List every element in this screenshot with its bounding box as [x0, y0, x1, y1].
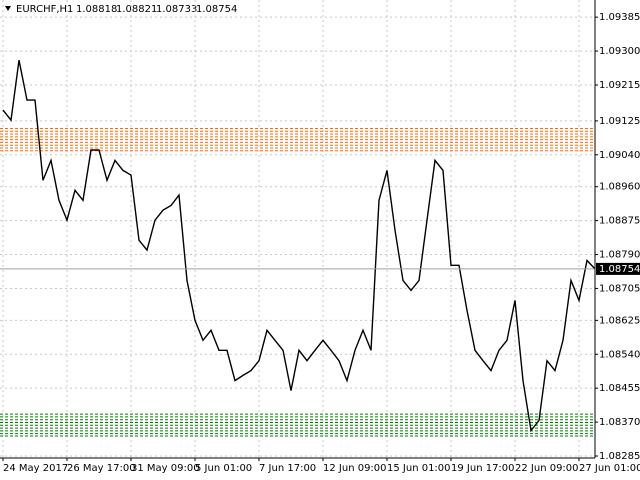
- x-tick-label: 26 May 17:00: [67, 463, 136, 474]
- y-tick-label: 1.08875: [599, 216, 640, 227]
- x-tick-label: 22 Jun 09:00: [515, 463, 579, 474]
- close: 1.08754: [196, 4, 237, 15]
- x-tick-label: 7 Jun 17:00: [259, 463, 316, 474]
- low: 1.08733: [156, 4, 197, 15]
- x-tick-label: 31 May 09:00: [131, 463, 200, 474]
- high: 1.08821: [116, 4, 157, 15]
- x-tick-label: 27 Jun 01:00: [579, 463, 640, 474]
- y-tick-label: 1.09385: [599, 12, 640, 23]
- y-tick-label: 1.09125: [599, 116, 640, 127]
- x-tick-label: 12 Jun 09:00: [323, 463, 387, 474]
- y-tick-label: 1.08370: [599, 417, 640, 428]
- y-tick-label: 1.08285: [599, 451, 640, 462]
- y-tick-label: 1.09215: [599, 80, 640, 91]
- x-tick-label: 19 Jun 17:00: [451, 463, 515, 474]
- y-tick-label: 1.08790: [599, 250, 640, 261]
- y-tick-label: 1.08540: [599, 349, 640, 360]
- y-tick-label: 1.09040: [599, 150, 640, 161]
- menu-arrow[interactable]: [5, 6, 11, 11]
- y-tick-label: 1.08705: [599, 283, 640, 294]
- open: 1.08818: [76, 4, 117, 15]
- x-tick-label: 15 Jun 01:00: [387, 463, 451, 474]
- x-tick-label: 24 May 2017: [3, 463, 68, 474]
- y-tick-label: 1.08625: [599, 315, 640, 326]
- y-tick-label: 1.08960: [599, 182, 640, 193]
- y-tick-label: 1.08455: [599, 383, 640, 394]
- x-tick-label: 5 Jun 01:00: [195, 463, 252, 474]
- y-tick-label: 1.09300: [599, 46, 640, 57]
- last-price-label: 1.08754: [599, 264, 640, 275]
- symbol: EURCHF,H1: [16, 4, 73, 15]
- price-line: [2, 60, 596, 433]
- last-price-box: [596, 262, 640, 275]
